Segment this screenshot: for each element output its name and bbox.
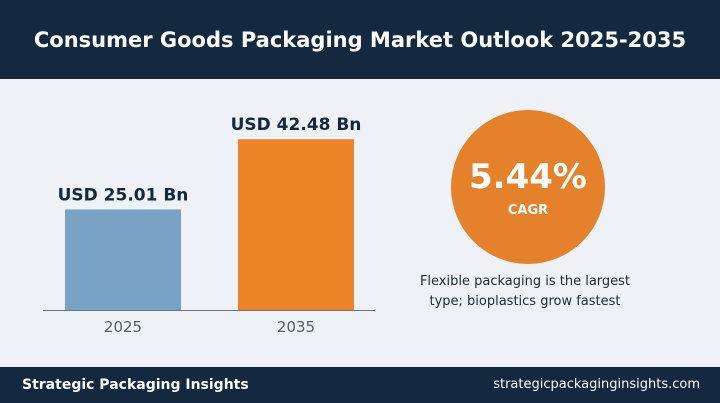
bar-chart: USD 25.01 Bn 2025 USD 42.48 Bn 2035 — [0, 79, 400, 367]
page-title: Consumer Goods Packaging Market Outlook … — [33, 27, 687, 52]
cagr-label: CAGR — [507, 202, 549, 218]
bar-2025 — [65, 209, 181, 310]
x-tick-label-2025: 2025 — [104, 318, 142, 336]
data-label-2035: USD 42.48 Bn — [231, 115, 362, 135]
footer-url[interactable]: strategicpackaginginsights.com — [493, 377, 700, 392]
data-label-2025: USD 25.01 Bn — [58, 185, 189, 205]
bar-chart-svg: USD 25.01 Bn 2025 USD 42.48 Bn 2035 — [43, 115, 375, 336]
footer-brand: Strategic Packaging Insights — [22, 377, 249, 393]
insight-note-line-2: type; bioplastics grow fastest — [429, 294, 621, 309]
footer-bar: Strategic Packaging Insights strategicpa… — [0, 367, 720, 403]
insight-note: Flexible packaging is the largest type; … — [400, 272, 650, 312]
x-tick-label-2035: 2035 — [277, 318, 315, 336]
cagr-value: 5.44% — [469, 156, 587, 197]
bar-2035 — [238, 139, 354, 310]
insight-note-line-1: Flexible packaging is the largest — [419, 274, 631, 289]
header-bar: Consumer Goods Packaging Market Outlook … — [0, 0, 720, 79]
cagr-badge: 5.44% CAGR — [451, 110, 605, 264]
